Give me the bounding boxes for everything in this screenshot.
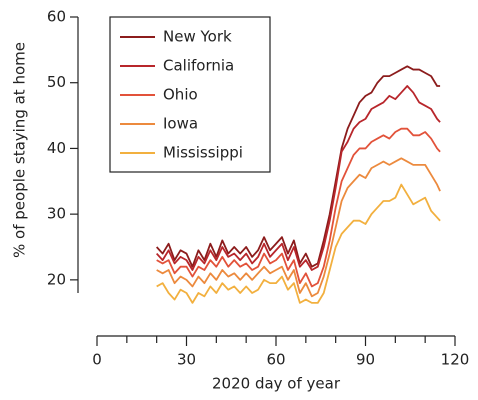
y-tick-label: 20	[47, 270, 66, 288]
x-tick-label: 30	[177, 351, 196, 369]
line-series	[156, 127, 441, 288]
x-tick-label: 0	[92, 351, 102, 369]
y-tick-label: 50	[47, 73, 66, 91]
x-axis-label: 2020 day of year	[212, 375, 341, 393]
line-series	[156, 183, 441, 304]
line-series	[156, 85, 441, 271]
y-tick-label: 30	[47, 205, 66, 223]
legend-label: Iowa	[163, 115, 198, 133]
legend-label: Mississippi	[163, 144, 243, 162]
legend-label: Ohio	[163, 86, 198, 104]
y-tick-label: 40	[47, 139, 66, 157]
y-tick-label: 60	[47, 8, 66, 26]
line-series	[156, 157, 441, 298]
legend-label: California	[163, 57, 234, 75]
x-tick-label: 90	[356, 351, 375, 369]
line-series	[156, 65, 441, 268]
y-axis-label: % of people staying at home	[11, 42, 29, 258]
x-tick-label: 60	[266, 351, 285, 369]
legend-label: New York	[163, 28, 232, 46]
x-tick-label: 120	[441, 351, 470, 369]
